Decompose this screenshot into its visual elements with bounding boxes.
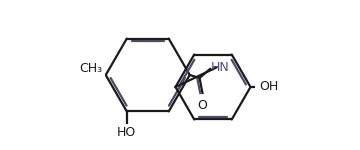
Text: HN: HN xyxy=(211,61,230,74)
Text: CH₃: CH₃ xyxy=(79,63,102,75)
Text: OH: OH xyxy=(259,81,278,93)
Text: O: O xyxy=(198,99,207,112)
Text: HO: HO xyxy=(117,126,136,139)
